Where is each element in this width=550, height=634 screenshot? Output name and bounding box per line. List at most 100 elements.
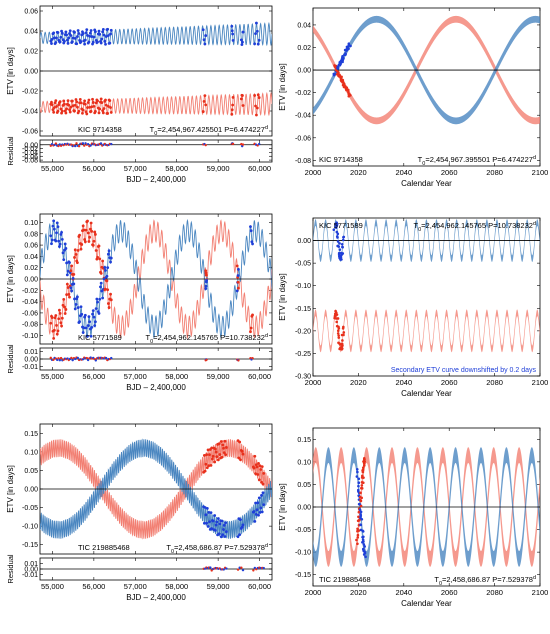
right-2-ytick-label: -0.25 [295, 351, 311, 358]
residual-point [71, 358, 74, 362]
secondary-data-point [86, 219, 89, 223]
secondary-data-point [360, 484, 364, 487]
right-2-xtick-label: 2000 [305, 378, 322, 387]
primary-model-curve [40, 21, 272, 47]
secondary-data-point [357, 529, 361, 532]
left-3-res-xtick-label: 57,000 [124, 582, 147, 591]
object-label: KIC 9714358 [319, 155, 363, 164]
primary-data-point [60, 230, 63, 234]
right-2-ytick-label: -0.05 [295, 261, 311, 268]
secondary-data-point [104, 287, 107, 291]
secondary-data-point [51, 108, 55, 112]
primary-data-point [109, 260, 112, 264]
left-1-res-xtick-label: 55,000 [41, 164, 64, 173]
secondary-data-point [83, 240, 87, 244]
plot-area [313, 447, 540, 567]
secondary-data-point [239, 97, 243, 101]
secondary-data-point [240, 449, 244, 453]
secondary-data-point [105, 279, 109, 283]
secondary-data-point [106, 302, 110, 305]
residual-point [237, 359, 240, 362]
secondary-data-point [62, 297, 66, 301]
ephemeris-label-sup: d [265, 333, 268, 339]
secondary-data-point [214, 450, 218, 454]
secondary-data-point [94, 101, 98, 105]
right-1-ytick-label: 0.04 [297, 22, 311, 29]
ephemeris-label-t: T [418, 155, 423, 164]
primary-data-point [59, 35, 63, 39]
secondary-data-point [359, 499, 363, 503]
ephemeris-label-body: =2,454,962.145765 P=10.738232 [421, 221, 533, 230]
left-2-ytick-label: 0.08 [24, 231, 38, 238]
primary-data-point [76, 295, 79, 299]
secondary-model-curve [40, 439, 272, 540]
x-axis-label: Calendar Year [401, 179, 452, 188]
secondary-data-point [62, 99, 66, 103]
secondary-data-point [80, 243, 84, 246]
secondary-data-point [83, 238, 87, 241]
right-2-ytick-label: -0.15 [295, 306, 311, 313]
right-2-xtick-label: 2080 [486, 378, 503, 387]
primary-data-point [214, 528, 217, 532]
primary-data-point [108, 41, 112, 45]
primary-data-point [86, 34, 89, 37]
secondary-data-point [236, 280, 240, 284]
residual-point [76, 356, 79, 360]
primary-data-point [89, 334, 93, 338]
primary-data-point [202, 521, 206, 525]
primary-data-point [360, 517, 364, 521]
primary-data-point [357, 490, 360, 493]
primary-data-point [96, 300, 99, 304]
secondary-data-point [81, 111, 84, 115]
primary-data-point [217, 532, 221, 536]
ephemeris-label-sup: d [533, 575, 536, 581]
secondary-data-point [237, 286, 240, 290]
primary-data-point [215, 520, 219, 524]
secondary-data-point [65, 293, 69, 297]
secondary-data-point [63, 102, 66, 106]
residual-point [257, 142, 261, 146]
left-2-res-xtick-label: 58,000 [165, 372, 188, 381]
primary-data-point [77, 32, 81, 35]
right-1-ytick-label: 0.02 [297, 45, 311, 52]
right-3-ytick-label: -0.10 [295, 550, 311, 557]
primary-data-point [223, 535, 227, 538]
secondary-data-point [98, 107, 102, 111]
secondary-data-point [337, 327, 341, 330]
residual-point [241, 143, 245, 146]
secondary-data-point [64, 111, 68, 115]
left-2-ytick-label: -0.06 [22, 310, 38, 317]
residual-axis-label: Residual [6, 554, 15, 584]
primary-data-point [91, 40, 95, 44]
left-1-res-ytick-label: -0.04 [22, 150, 38, 157]
primary-data-point [214, 523, 218, 527]
primary-data-point [257, 513, 260, 517]
residual-point [236, 568, 240, 571]
primary-data-point [91, 309, 95, 313]
plot-area [40, 438, 272, 540]
primary-data-point [336, 232, 340, 236]
primary-data-point [208, 520, 211, 524]
right-3-ytick-label: -0.05 [295, 527, 311, 534]
left-3-ytick-label: -0.05 [22, 505, 38, 512]
secondary-data-point [77, 109, 81, 113]
primary-data-point [73, 297, 76, 301]
right-2-xtick-label: 2100 [532, 378, 549, 387]
primary-data-point [237, 267, 240, 271]
left-2-ytick-label: 0.00 [24, 277, 38, 284]
primary-data-point [260, 494, 263, 497]
primary-data-point [102, 33, 106, 37]
primary-data-point [357, 477, 361, 481]
primary-data-point [97, 29, 101, 33]
residual-point [70, 356, 73, 360]
left-2-ytick-label: 0.04 [24, 254, 38, 261]
primary-data-point [109, 28, 113, 32]
secondary-data-point [73, 248, 77, 252]
primary-data-point [101, 30, 105, 34]
left-3-ytick-label: -0.10 [22, 524, 38, 531]
left-1-ytick-label: 0.02 [24, 49, 38, 56]
primary-data-point [82, 326, 86, 330]
primary-data-point [203, 42, 207, 46]
primary-data-point [68, 261, 71, 265]
primary-data-point [259, 506, 263, 510]
